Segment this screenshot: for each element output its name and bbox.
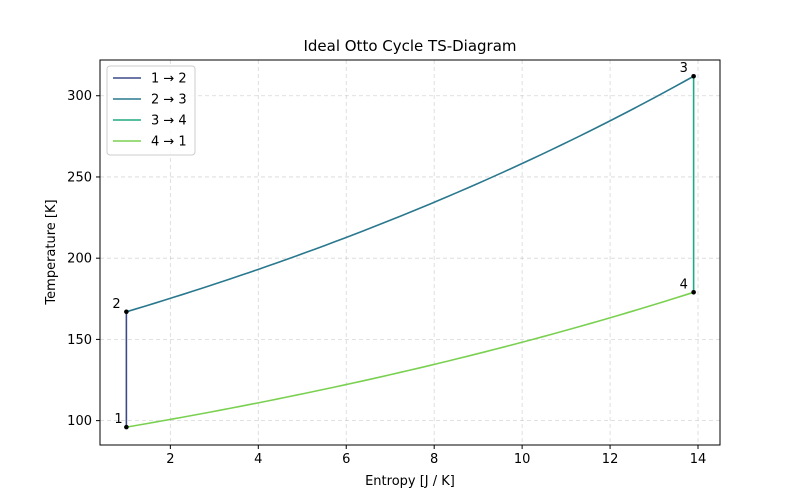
plot-frame <box>99 59 721 446</box>
state-point <box>691 289 696 295</box>
legend-label: 1 → 2 <box>151 72 187 87</box>
x-tick-label: 10 <box>514 452 531 467</box>
x-tick-label: 6 <box>342 452 350 467</box>
x-tick-label: 4 <box>254 452 262 467</box>
x-tick-label: 8 <box>430 452 438 467</box>
legend-label: 3 → 4 <box>151 114 187 129</box>
y-axis-label: Temperature [K] <box>44 199 59 305</box>
state-point-label: 2 <box>112 297 120 312</box>
y-tick-label: 100 <box>67 414 92 429</box>
state-point <box>124 309 129 315</box>
y-tick-label: 150 <box>67 333 92 348</box>
state-point-label: 1 <box>114 412 122 427</box>
state-point <box>691 73 696 79</box>
y-tick-label: 250 <box>67 170 92 185</box>
series-line <box>126 291 694 428</box>
chart-title: Ideal Otto Cycle TS-Diagram <box>303 37 516 55</box>
legend: 1 → 2 2 → 3 3 → 4 4 → 1 <box>106 65 196 156</box>
x-tick-label: 14 <box>690 452 707 467</box>
state-points-layer: 1 2 3 4 <box>112 61 696 430</box>
x-tick-label: 12 <box>602 452 619 467</box>
legend-label: 2 → 3 <box>151 93 187 108</box>
state-point <box>124 424 129 430</box>
series-line <box>126 75 695 313</box>
y-tick-label: 200 <box>67 252 92 267</box>
x-tick-label: 2 <box>166 452 174 467</box>
legend-box <box>106 65 196 156</box>
state-point-label: 4 <box>680 277 688 292</box>
grid-layer <box>100 60 720 445</box>
series-layer <box>125 75 695 428</box>
y-tick-label: 300 <box>67 89 92 104</box>
state-point-label: 3 <box>680 61 688 76</box>
legend-label: 4 → 1 <box>151 135 187 150</box>
x-axis-label: Entropy [J / K] <box>365 474 455 489</box>
